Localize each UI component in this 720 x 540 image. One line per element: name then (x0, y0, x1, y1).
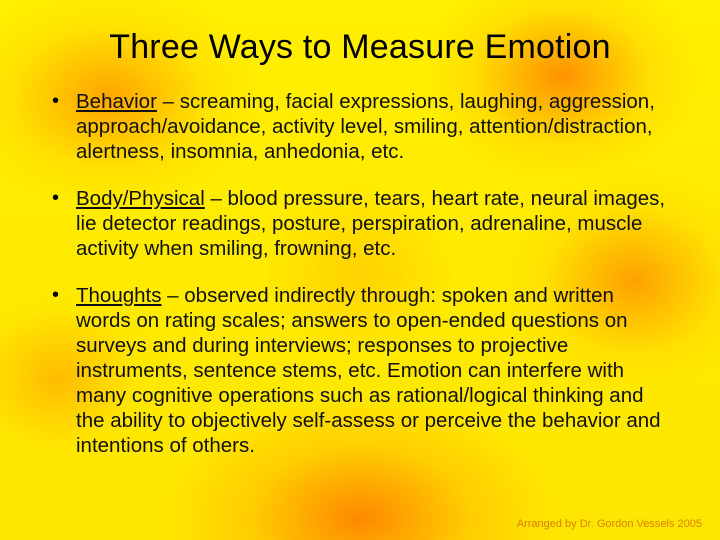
slide-title: Three Ways to Measure Emotion (48, 28, 672, 67)
list-item: Body/Physical – blood pressure, tears, h… (48, 186, 672, 261)
bullet-term: Body/Physical (76, 187, 205, 210)
bullet-list: Behavior – screaming, facial expressions… (48, 89, 672, 458)
list-item: Behavior – screaming, facial expressions… (48, 89, 672, 164)
bullet-text: – screaming, facial expressions, laughin… (76, 90, 655, 163)
slide: Three Ways to Measure Emotion Behavior –… (0, 0, 720, 540)
bullet-term: Behavior (76, 90, 157, 113)
bullet-text: – observed indirectly through: spoken an… (76, 284, 661, 457)
list-item: Thoughts – observed indirectly through: … (48, 283, 672, 458)
bullet-term: Thoughts (76, 284, 161, 307)
footer-credit: Arranged by Dr. Gordon Vessels 2005 (517, 518, 702, 530)
